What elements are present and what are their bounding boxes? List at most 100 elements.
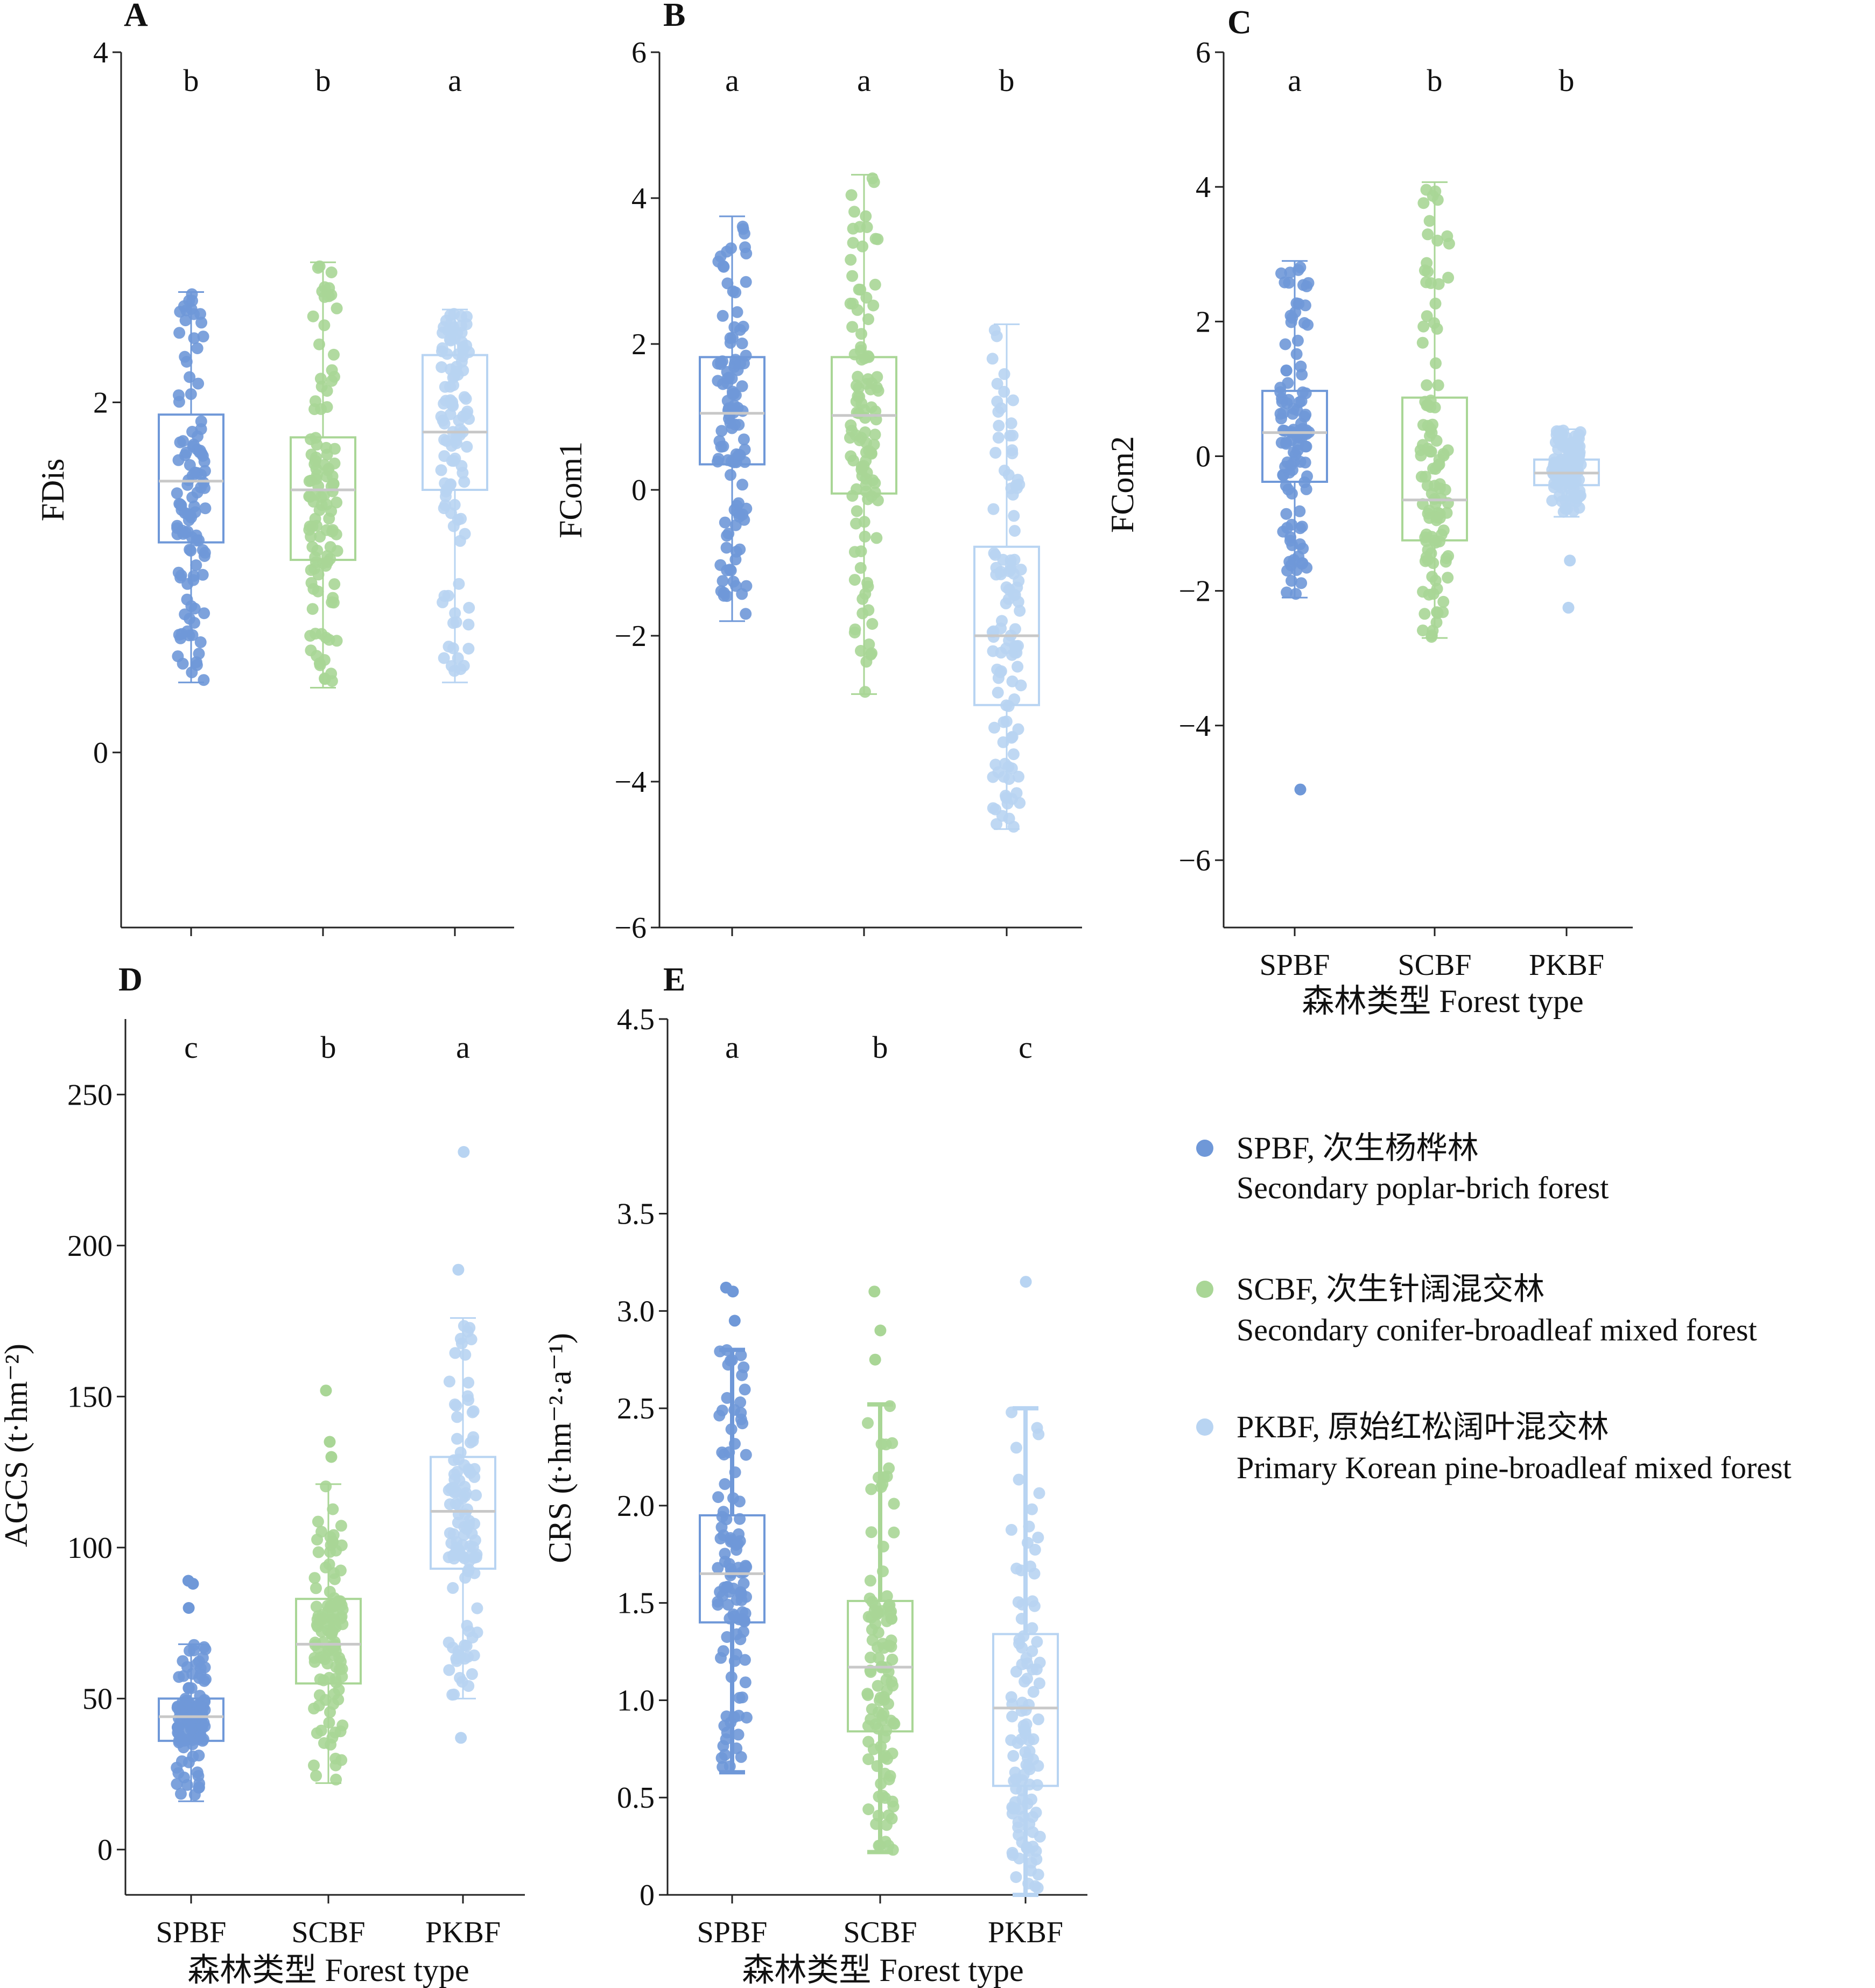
y-tick-label: 100 [67, 1532, 113, 1565]
data-point [320, 1561, 332, 1573]
data-point [326, 375, 338, 387]
data-point [1281, 522, 1293, 534]
box-scbf [295, 1385, 362, 1786]
data-point [721, 277, 734, 290]
data-point [1006, 444, 1019, 456]
data-point [884, 1400, 896, 1413]
data-point [314, 531, 326, 543]
data-point [725, 1423, 738, 1436]
data-point [179, 608, 191, 621]
data-point [1015, 1613, 1028, 1625]
data-point [866, 172, 879, 185]
data-point [183, 1718, 195, 1730]
data-point [448, 1688, 460, 1701]
data-point [1000, 597, 1012, 609]
data-point [846, 490, 859, 502]
data-point [733, 448, 745, 461]
data-point [847, 454, 860, 467]
data-point [866, 1624, 878, 1636]
data-points [443, 1146, 483, 1744]
data-point [445, 507, 457, 519]
data-point [851, 505, 863, 517]
data-point [728, 1711, 740, 1723]
data-point [1006, 675, 1019, 687]
data-point [466, 1406, 479, 1418]
data-point [443, 641, 455, 653]
data-point [1032, 1760, 1044, 1772]
data-point [1443, 237, 1455, 250]
y-axis-title: FDis [35, 459, 71, 522]
data-point [1008, 510, 1020, 522]
data-point [453, 578, 465, 590]
data-point [877, 1541, 889, 1553]
data-point [740, 276, 752, 288]
data-points [171, 288, 212, 686]
data-point [193, 1781, 205, 1794]
significance-letter: c [1019, 1030, 1033, 1065]
data-point [721, 1392, 733, 1404]
data-point [721, 245, 733, 258]
data-point [1421, 379, 1433, 391]
data-point [1275, 437, 1288, 449]
data-point [173, 1671, 185, 1683]
outlier-point [728, 1315, 741, 1327]
panel-letter: E [663, 961, 685, 998]
y-tick-label: −6 [614, 911, 647, 945]
data-point [188, 1639, 200, 1651]
data-point [855, 341, 867, 353]
data-point [1005, 559, 1017, 572]
data-point [459, 1639, 471, 1652]
data-point [1012, 1596, 1024, 1608]
data-point [1002, 700, 1015, 712]
data-point [714, 1533, 727, 1544]
significance-letter: b [315, 63, 331, 98]
box-pkbf [992, 1276, 1059, 1897]
data-point [450, 1400, 462, 1412]
data-point [845, 189, 858, 201]
data-point [198, 1641, 210, 1653]
x-tick-label: PKBF [988, 1916, 1063, 1949]
data-point [309, 455, 321, 467]
data-point [734, 324, 746, 336]
data-point [865, 1483, 877, 1495]
data-point [327, 1536, 339, 1549]
x-tick-label: PKBF [425, 1916, 501, 1949]
data-point [873, 1607, 885, 1619]
data-point [318, 459, 331, 471]
data-point [452, 652, 464, 664]
data-point [326, 485, 339, 497]
data-point [329, 1726, 341, 1739]
data-points [844, 172, 884, 698]
data-point [1301, 280, 1313, 292]
data-point [1434, 512, 1446, 524]
data-point [462, 1394, 475, 1406]
outlier-point [455, 1732, 467, 1744]
data-point [326, 470, 339, 482]
data-point [465, 1333, 477, 1346]
data-point [444, 394, 457, 406]
significance-letter: c [184, 1030, 198, 1065]
y-tick-label: 0 [1196, 440, 1211, 473]
y-tick-label: 50 [82, 1682, 113, 1716]
significance-letter: a [725, 63, 739, 98]
data-point [463, 413, 475, 425]
data-point [879, 1767, 891, 1780]
legend-label-scbf: SCBF, 次生针阔混交林 [1237, 1272, 1544, 1306]
y-tick-label: 0 [631, 474, 647, 507]
data-point [998, 368, 1010, 380]
outlier-point [1294, 783, 1307, 796]
data-point [309, 395, 321, 408]
y-tick-label: 2.0 [617, 1490, 655, 1523]
legend: SPBF, 次生杨桦林 Secondary poplar-brich fores… [1196, 1130, 1792, 1485]
data-point [859, 530, 871, 543]
y-axis-title: AGCS (t·hm⁻²) [0, 1344, 34, 1547]
data-point [462, 1563, 475, 1576]
outlier-point [869, 1353, 881, 1366]
data-point [875, 1481, 887, 1493]
data-point [1437, 524, 1450, 537]
data-point [1016, 1785, 1028, 1797]
y-axis-title: CRS (t·hm⁻²·a⁻¹) [542, 1333, 578, 1563]
data-point [458, 476, 470, 488]
data-point [1027, 1841, 1039, 1853]
y-tick-label: −2 [1178, 575, 1211, 608]
